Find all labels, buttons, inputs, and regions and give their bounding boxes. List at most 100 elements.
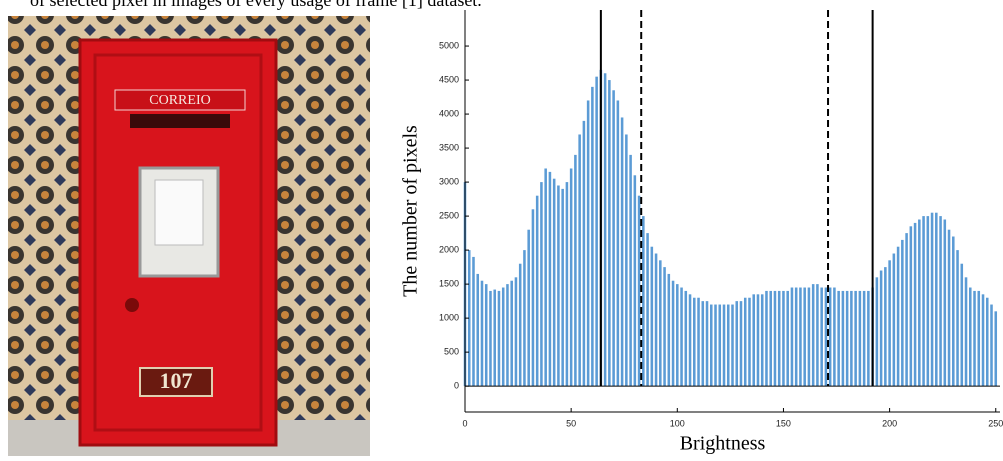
bar <box>540 182 543 386</box>
y-tick-label: 2500 <box>439 210 459 220</box>
bar <box>888 260 891 386</box>
bar <box>977 291 980 386</box>
bar <box>549 172 552 386</box>
bar <box>510 281 513 386</box>
bar <box>506 284 509 386</box>
bar <box>994 311 997 386</box>
bar <box>553 179 556 386</box>
bar <box>982 294 985 386</box>
bar <box>646 233 649 386</box>
bar <box>757 294 760 386</box>
bar <box>774 291 777 386</box>
letter-slot <box>130 114 230 128</box>
bar <box>578 134 581 386</box>
bar <box>570 168 573 386</box>
bar <box>931 213 934 386</box>
bar <box>697 298 700 386</box>
bar <box>837 291 840 386</box>
bar <box>727 305 730 387</box>
bar <box>629 155 632 386</box>
y-tick-label: 5000 <box>439 40 459 50</box>
bar <box>956 250 959 386</box>
bar <box>663 267 666 386</box>
y-tick-label: 3500 <box>439 142 459 152</box>
bar <box>748 298 751 386</box>
bar <box>731 305 734 387</box>
bar <box>604 73 607 386</box>
bar <box>625 134 628 386</box>
bar <box>557 185 560 386</box>
bar <box>587 100 590 386</box>
bar <box>481 281 484 386</box>
bar <box>583 121 586 386</box>
bar <box>948 230 951 386</box>
bar <box>566 182 569 386</box>
bar <box>808 288 811 387</box>
bar <box>944 220 947 387</box>
bar <box>689 294 692 386</box>
histogram: 0500100015002000250030003500400045005000… <box>400 10 1003 455</box>
bar <box>702 301 705 386</box>
bar <box>927 216 930 386</box>
bar <box>782 291 785 386</box>
bar <box>617 100 620 386</box>
bar <box>676 284 679 386</box>
bar <box>850 291 853 386</box>
bar <box>918 220 921 387</box>
bar <box>910 226 913 386</box>
bar <box>638 196 641 386</box>
bar <box>498 291 501 386</box>
bar <box>876 277 879 386</box>
bar <box>685 291 688 386</box>
bar <box>502 288 505 387</box>
x-tick-label: 0 <box>462 418 467 428</box>
bar <box>659 260 662 386</box>
bar <box>574 155 577 386</box>
bar <box>778 291 781 386</box>
bar <box>833 288 836 387</box>
bar <box>710 305 713 387</box>
bar <box>723 305 726 387</box>
bar <box>765 291 768 386</box>
bar <box>561 189 564 386</box>
bar <box>965 277 968 386</box>
bar <box>519 264 522 386</box>
bar <box>905 233 908 386</box>
bar <box>761 294 764 386</box>
bar <box>973 291 976 386</box>
bar <box>846 291 849 386</box>
bar <box>799 288 802 387</box>
info-card <box>155 180 203 245</box>
bar <box>820 288 823 387</box>
bar <box>939 216 942 386</box>
bar <box>825 288 828 387</box>
bar <box>744 298 747 386</box>
bar <box>655 254 658 387</box>
plate-text: CORREIO <box>149 93 210 108</box>
y-tick-label: 3000 <box>439 176 459 186</box>
x-tick-label: 100 <box>670 418 685 428</box>
caption: of selected pixel in images of every usa… <box>30 0 482 10</box>
bar <box>986 298 989 386</box>
bar <box>769 291 772 386</box>
bar <box>493 290 496 387</box>
bar <box>651 247 654 386</box>
bar <box>740 301 743 386</box>
y-tick-label: 1500 <box>439 278 459 288</box>
bar <box>668 274 671 386</box>
bar <box>591 87 594 386</box>
bar <box>897 247 900 386</box>
bar <box>485 284 488 386</box>
bar <box>752 294 755 386</box>
bar <box>612 90 615 386</box>
number-text: 107 <box>160 368 193 393</box>
bar <box>863 291 866 386</box>
bar <box>714 305 717 387</box>
bar <box>642 216 645 386</box>
bar <box>672 281 675 386</box>
bar <box>536 196 539 386</box>
bar <box>608 80 611 386</box>
bar <box>680 288 683 387</box>
bar <box>523 250 526 386</box>
x-tick-label: 200 <box>882 418 897 428</box>
